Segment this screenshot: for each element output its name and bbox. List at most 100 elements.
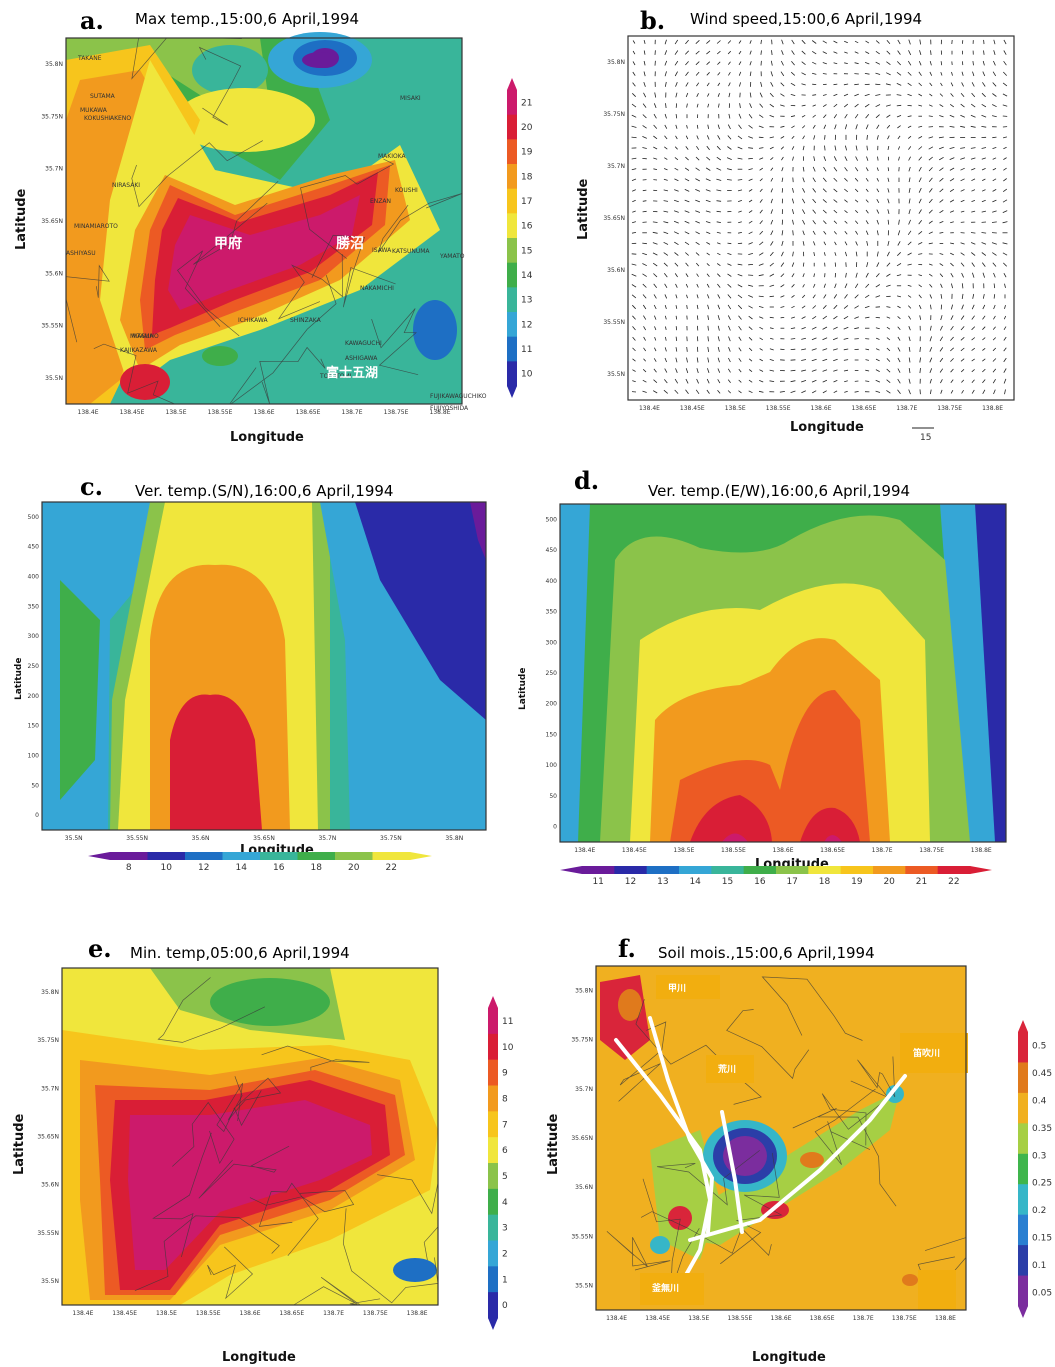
wind-arrow [631, 273, 637, 277]
wind-arrow [854, 40, 859, 44]
place-name: TOYOTOMI [319, 373, 352, 380]
wind-arrow [991, 221, 997, 223]
wind-arrow [865, 369, 870, 372]
wind-arrow [950, 336, 954, 341]
wind-arrow [887, 198, 890, 204]
wind-arrow [663, 189, 668, 192]
river-label-box [640, 1273, 704, 1305]
wind-arrow [865, 167, 869, 172]
colorbar-label: 12 [521, 320, 532, 330]
colorbar-label: 15 [521, 246, 532, 256]
wind-arrow [897, 336, 901, 341]
place-name: ASHIGAWA [345, 355, 378, 362]
wind-arrow [665, 336, 667, 341]
place-name: MUKAWA [80, 107, 108, 114]
wind-arrow [982, 82, 986, 87]
wind-arrow [642, 147, 647, 149]
wind-arrow [918, 209, 922, 214]
wind-arrow [992, 358, 997, 362]
colorbar-label: 17 [786, 877, 797, 887]
city-label-1: 甲府 [214, 235, 242, 252]
wind-arrow [791, 61, 795, 66]
y-tick-label: 35.7N [45, 166, 63, 173]
wind-arrow [833, 93, 838, 97]
wind-arrow [982, 60, 985, 66]
wind-arrow [643, 92, 647, 98]
wind-arrow [822, 188, 827, 193]
wind-arrow [918, 125, 923, 128]
field-band [192, 45, 268, 95]
wind-arrow [717, 315, 720, 321]
wind-arrow [726, 179, 732, 181]
y-tick-label: 35.75N [571, 1037, 593, 1044]
panel-label: e. [88, 934, 112, 963]
wind-arrow [833, 304, 838, 310]
place-name: MITAMA [130, 333, 154, 340]
y-tick-label: 35.6N [607, 267, 625, 274]
wind-arrow [642, 294, 647, 299]
wind-arrow [738, 347, 742, 352]
boundary-line [207, 1246, 254, 1300]
place-name: KOUSHI [395, 187, 418, 194]
wind-arrow [854, 199, 859, 203]
wind-arrow [632, 71, 636, 76]
wind-arrow [908, 219, 911, 225]
wind-arrow [1003, 357, 1007, 363]
colorbar-segment [507, 114, 517, 140]
y-tick-label: 35.55N [603, 319, 625, 326]
wind-arrow [960, 167, 965, 171]
wind-arrow [812, 124, 816, 129]
wind-arrow [1002, 221, 1008, 224]
wind-arrow [632, 358, 636, 362]
place-name: AKENO [110, 115, 131, 122]
y-tick-label: 100 [546, 762, 558, 769]
wind-arrow [738, 40, 742, 44]
wind-arrow [686, 346, 688, 352]
wind-arrow [844, 177, 848, 182]
wind-arrow [707, 368, 710, 374]
wind-arrow [770, 209, 773, 214]
wind-arrow [875, 94, 881, 96]
wind-arrow [918, 242, 923, 245]
wind-arrow [907, 93, 912, 97]
colorbar-label: 0.1 [1032, 1261, 1046, 1271]
wind-arrow [737, 179, 743, 181]
colorbar-segment [488, 1214, 498, 1241]
wind-arrow [705, 221, 711, 224]
wind-arrow [716, 231, 721, 234]
vertical-temp-sn: 35.5N 35.55N 35.6N 35.65N 35.7N 35.75N 35.8N 50… [28, 501, 487, 873]
wind-arrow [781, 167, 784, 172]
wind-arrow [791, 39, 795, 45]
wind-arrow [748, 295, 754, 298]
x-axis-label: Longitude [790, 420, 864, 435]
wind-arrow [844, 199, 848, 203]
wind-arrow [664, 81, 667, 87]
wind-arrow [811, 72, 817, 75]
wind-arrow [992, 326, 996, 330]
wind-arrow [695, 262, 700, 267]
wind-arrow [823, 294, 827, 299]
y-tick-label: 35.5N [41, 1278, 59, 1285]
wind-arrow [1003, 336, 1007, 341]
wind-arrow [716, 263, 721, 267]
wind-arrow [971, 358, 975, 362]
colorbar-min-arrow [1018, 1306, 1028, 1318]
wind-arrow [812, 220, 816, 225]
wind-arrow [663, 168, 668, 171]
wind-arrow [939, 93, 944, 97]
wind-arrow [759, 358, 763, 362]
wind-arrow [642, 273, 647, 277]
wind-arrow [833, 199, 838, 203]
colorbar-label: 13 [657, 877, 668, 887]
wind-arrow [759, 92, 763, 98]
wind-arrow [961, 293, 964, 299]
wind-arrow [685, 389, 689, 395]
wind-arrow [717, 61, 721, 65]
wind-arrow [684, 178, 690, 182]
wind-arrow [716, 242, 721, 245]
wind-arrow [758, 306, 764, 308]
wind-arrow [707, 294, 710, 299]
wind-arrow [971, 262, 975, 267]
wind-arrow [684, 199, 690, 203]
colorbar-label: 0.25 [1032, 1179, 1052, 1189]
